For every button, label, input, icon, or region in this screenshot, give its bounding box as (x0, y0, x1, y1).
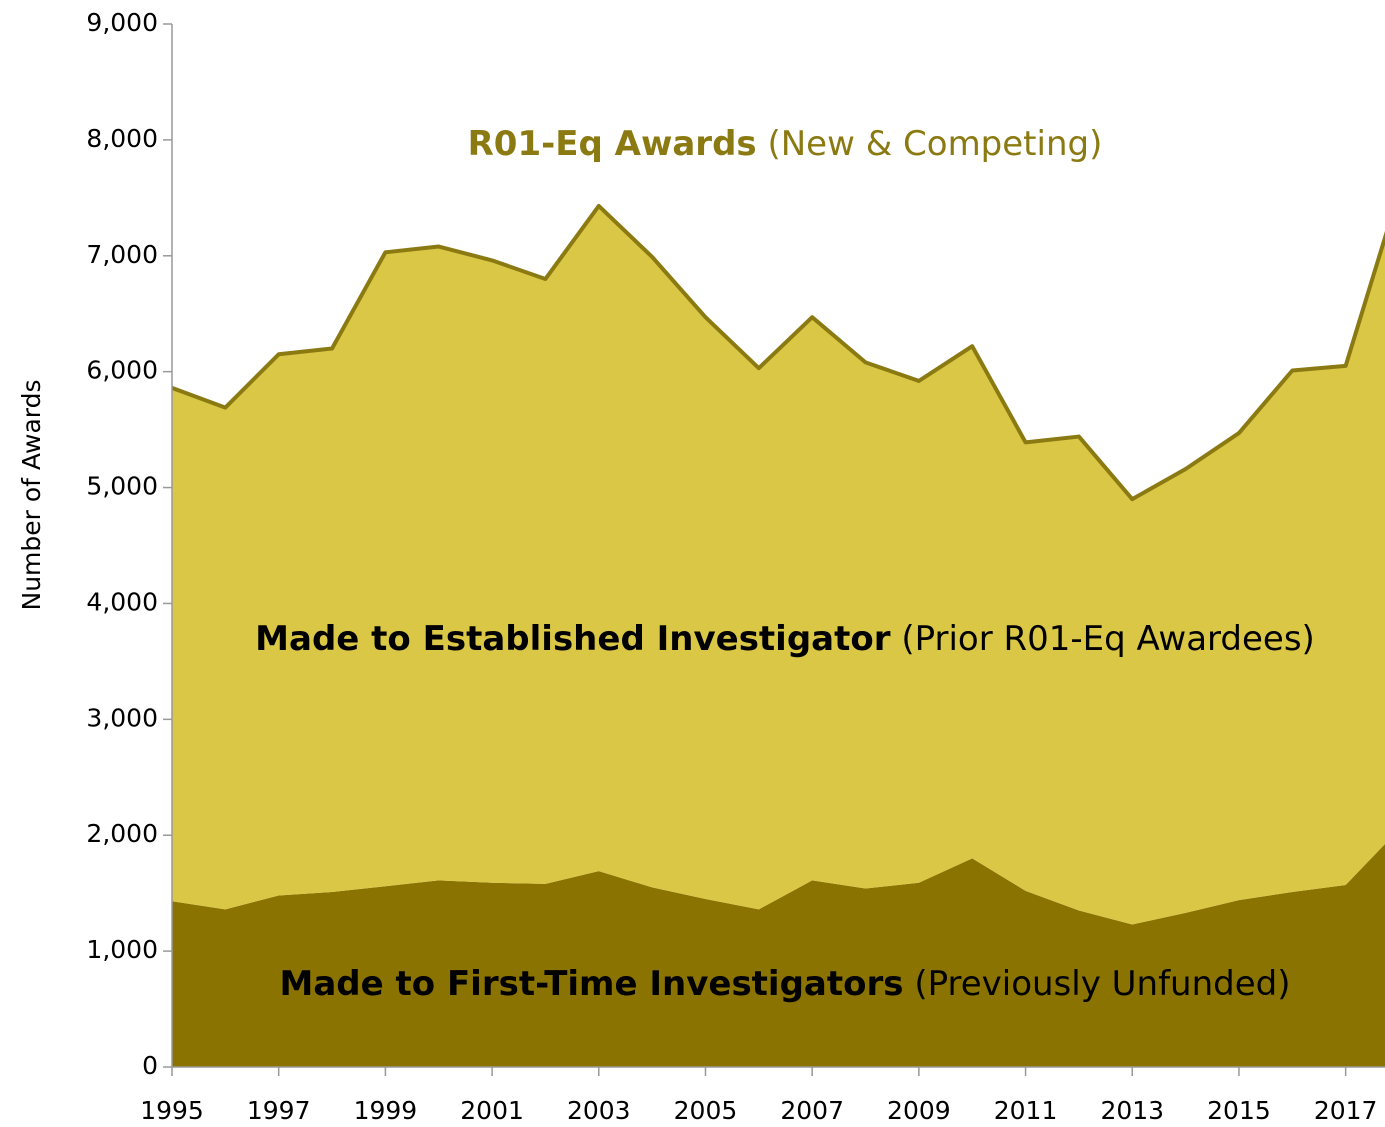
total-line (171, 203, 1385, 502)
chart-title-note: (New & Competing) (767, 124, 1102, 164)
x-tick-label: 2017 (1314, 1096, 1378, 1125)
x-tick-label: 1999 (354, 1096, 418, 1125)
x-tick-label: 2005 (674, 1096, 738, 1125)
x-tick-label: 2001 (460, 1096, 524, 1125)
y-tick-label: 6,000 (86, 356, 158, 385)
y-tick-label: 0 (142, 1051, 158, 1080)
x-tick-label: 2003 (567, 1096, 631, 1125)
x-tick-label: 2015 (1207, 1096, 1271, 1125)
chart-title: R01-Eq Awards (New & Competing) (468, 124, 1103, 164)
series-label: Made to First-Time Investigators (Previo… (279, 964, 1290, 1004)
area (172, 205, 1385, 925)
x-tick-label: 2013 (1100, 1096, 1164, 1125)
x-tick-label: 2009 (887, 1096, 951, 1125)
x-tick-label: 2011 (994, 1096, 1058, 1125)
series-label-note: (Previously Unfunded) (914, 964, 1290, 1004)
chart-title-bold: R01-Eq Awards (468, 124, 757, 164)
series-label: Made to Established Investigator (Prior … (255, 619, 1315, 659)
y-tick-label: 2,000 (86, 819, 158, 848)
y-tick-label: 1,000 (86, 935, 158, 964)
area (172, 844, 1385, 1067)
y-tick-label: 8,000 (86, 124, 158, 153)
y-tick-label: 3,000 (86, 703, 158, 732)
series-label-bold: Made to First-Time Investigators (279, 964, 903, 1004)
y-tick-label: 7,000 (86, 240, 158, 269)
x-tick-label: 2007 (780, 1096, 844, 1125)
y-tick-label: 5,000 (86, 472, 158, 501)
y-tick-label: 4,000 (86, 587, 158, 616)
x-tick-label: 1997 (247, 1096, 311, 1125)
x-tick-label: 1995 (140, 1096, 204, 1125)
y-tick-label: 9,000 (86, 8, 158, 37)
y-axis-label: Number of Awards (17, 379, 46, 610)
series-label-note: (Prior R01-Eq Awardees) (901, 619, 1315, 659)
series-label-bold: Made to Established Investigator (255, 619, 891, 659)
